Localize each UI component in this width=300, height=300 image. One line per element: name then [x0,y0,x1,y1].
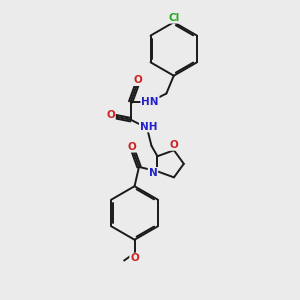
Text: NH: NH [140,122,157,131]
Text: O: O [130,254,139,263]
Text: O: O [169,140,178,150]
Text: O: O [128,142,136,152]
Text: O: O [106,110,115,120]
Text: N: N [148,168,157,178]
Text: Cl: Cl [168,13,179,23]
Text: O: O [134,75,142,85]
Text: HN: HN [141,97,159,107]
